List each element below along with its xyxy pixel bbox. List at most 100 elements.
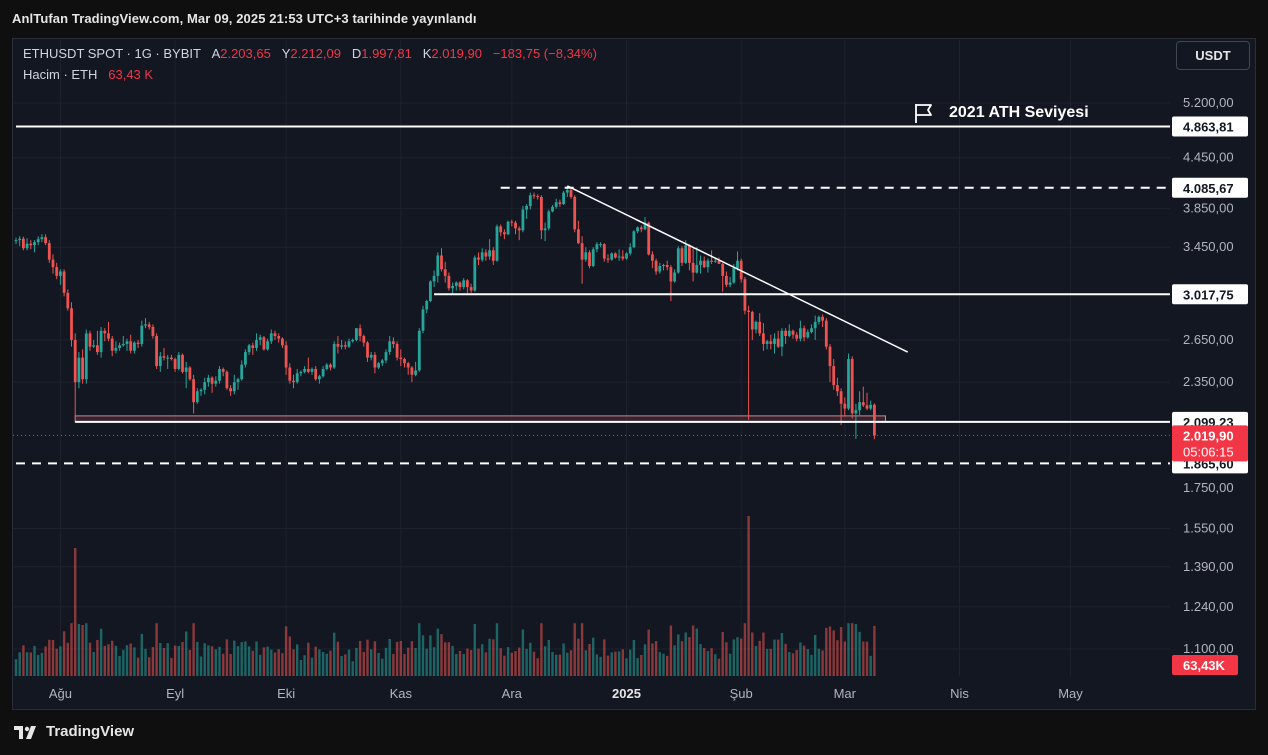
candle-body [281, 338, 284, 346]
candle-body [787, 330, 791, 336]
candle-body [277, 335, 281, 339]
candle-body [325, 364, 329, 369]
candle-body [92, 345, 96, 347]
candle-body [517, 228, 521, 231]
volume-bar [336, 641, 340, 676]
tradingview-footer[interactable]: TradingView [14, 723, 134, 740]
candle-body [780, 330, 784, 347]
volume-bar [29, 652, 32, 676]
candle-body [225, 371, 229, 389]
volume-bar [455, 654, 458, 676]
volume-bar [51, 640, 55, 676]
candle-body [329, 364, 332, 368]
volume-bar [481, 644, 484, 676]
candle-body [643, 222, 647, 230]
volume-bar [584, 650, 587, 676]
volume-bar [810, 654, 813, 676]
volume-bar [847, 623, 850, 676]
candle-body [443, 269, 447, 276]
candle-body [36, 239, 40, 243]
candle-body [77, 357, 81, 383]
volume-bar [743, 623, 747, 676]
price-tick-label: 2.350,00 [1183, 374, 1234, 389]
volume-bar [284, 626, 288, 676]
volume-bar [580, 623, 584, 676]
volume-bar [421, 635, 425, 676]
volume-bar [33, 645, 36, 676]
candle-body [107, 333, 110, 339]
candle-body [577, 229, 580, 244]
candle-body [469, 287, 473, 291]
candle-body [147, 324, 151, 327]
volume-bar [366, 639, 369, 676]
candle-body [173, 359, 177, 369]
candle-body [55, 267, 59, 276]
candle-body [606, 258, 610, 260]
volume-bar [799, 642, 802, 676]
volume-bar [558, 654, 562, 676]
candle-body [410, 367, 414, 375]
price-tick-label: 1.240,00 [1183, 599, 1234, 614]
candle-body [728, 282, 732, 285]
candle-body [647, 222, 651, 255]
candle-body [295, 373, 299, 383]
candle-body [543, 228, 547, 231]
volume-bar [99, 628, 103, 676]
candle-body [765, 341, 769, 344]
candle-body [399, 357, 403, 360]
candle-body [525, 205, 528, 210]
time-tick-label: Ağu [49, 686, 72, 701]
candle-body [721, 263, 725, 276]
volume-bar [214, 649, 217, 676]
candle-body [458, 282, 462, 288]
candle-body [769, 341, 773, 344]
volume-bar [851, 623, 854, 676]
candle-body [340, 345, 343, 347]
candle-body [188, 367, 192, 380]
volume-bar [66, 642, 69, 676]
candle-body [192, 379, 195, 403]
high-value: 2.212,09 [290, 46, 341, 61]
volume-bar [418, 623, 421, 676]
volume-bar [732, 639, 735, 676]
volume-bar [651, 643, 654, 676]
volume-bar [462, 653, 465, 676]
volume-bar [873, 625, 876, 676]
candle-body [258, 337, 262, 340]
volume-bar [640, 655, 643, 676]
volume-bar [170, 657, 173, 676]
volume-bar [514, 651, 517, 676]
volume-bar [562, 643, 565, 676]
volume-bar [177, 645, 180, 676]
candle-body [436, 255, 440, 276]
price-tick-label: 1.750,00 [1183, 480, 1234, 495]
volume-bar [277, 649, 280, 676]
candle-body [432, 275, 436, 282]
candle-body [351, 339, 355, 342]
time-tick-label: Eki [277, 686, 295, 701]
volume-bar [440, 634, 443, 676]
time-tick-label: Kas [390, 686, 413, 701]
open-label: A [211, 46, 221, 61]
currency-button[interactable]: USDT [1176, 41, 1250, 70]
volume-bar [81, 625, 84, 676]
candle-body [828, 346, 832, 367]
volume-label: Hacim · ETH [23, 67, 98, 82]
ath-annotation[interactable]: 2021 ATH Seviyesi [913, 102, 1089, 124]
volume-bar [469, 650, 473, 676]
candle-body [310, 368, 314, 372]
volume-bar [721, 632, 724, 676]
candle-body [343, 345, 347, 347]
candle-body [136, 342, 140, 344]
candle-body [732, 268, 736, 283]
candle-body [110, 338, 114, 351]
candle-body [118, 345, 121, 348]
annotation-text: 2021 ATH Seviyesi [949, 104, 1089, 121]
volume-bar [181, 642, 184, 676]
volume-bar [240, 642, 243, 676]
volume-bar [865, 641, 869, 676]
candle-body [321, 368, 325, 377]
volume-bar [636, 658, 639, 676]
volume-bar [388, 639, 391, 676]
